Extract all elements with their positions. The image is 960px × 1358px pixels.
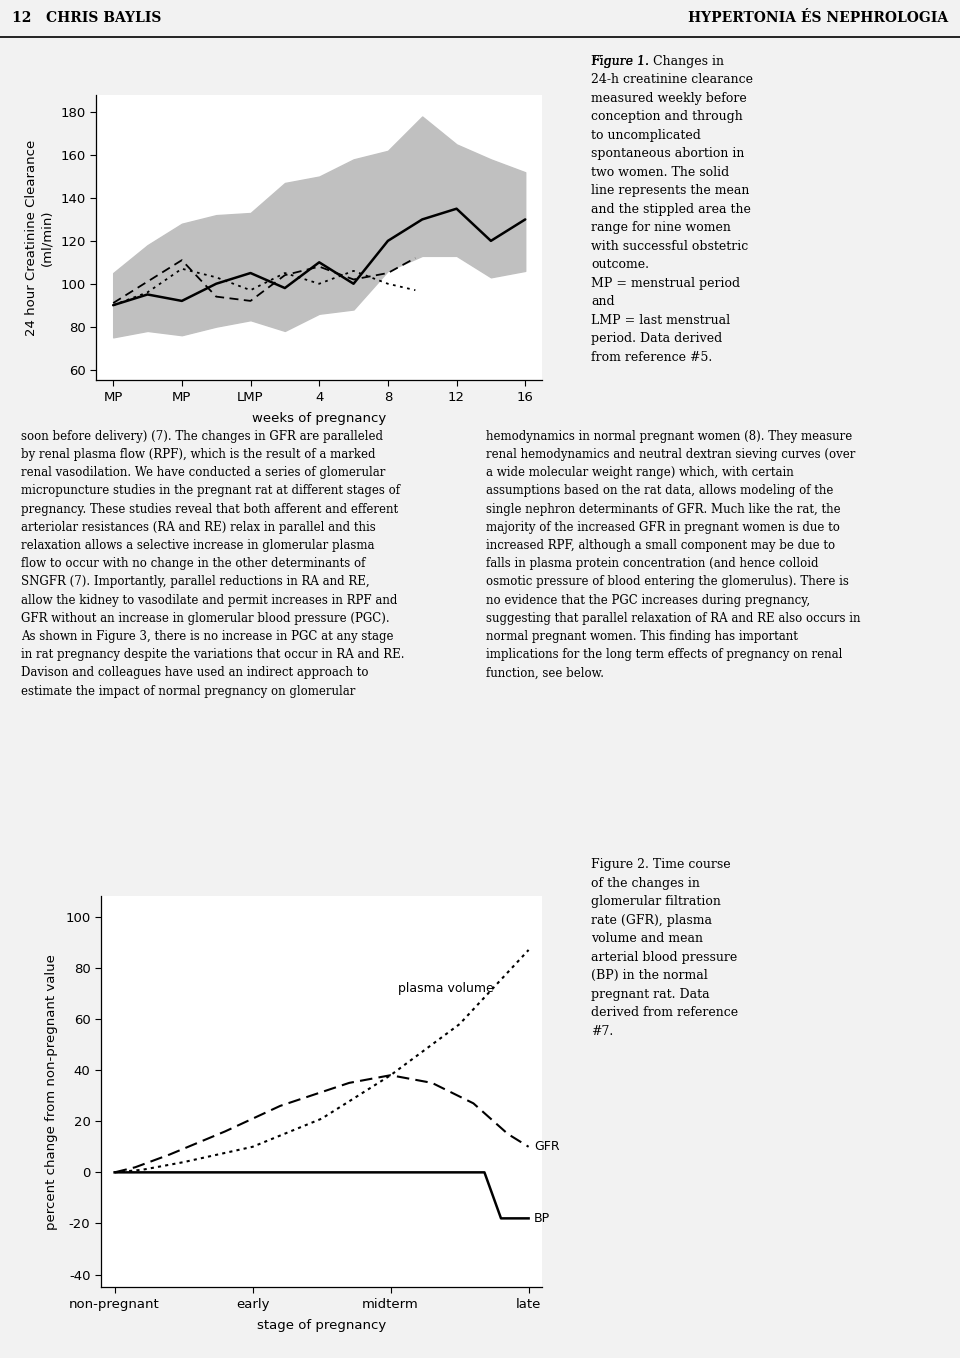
Text: Figure 2. Time course
of the changes in
glomerular filtration
rate (GFR), plasma: Figure 2. Time course of the changes in … bbox=[591, 858, 738, 1038]
Y-axis label: percent change from non-pregnant value: percent change from non-pregnant value bbox=[45, 953, 59, 1230]
Text: 12   CHRIS BAYLIS: 12 CHRIS BAYLIS bbox=[12, 11, 161, 26]
Text: soon before delivery) (7). The changes in GFR are paralleled
by renal plasma flo: soon before delivery) (7). The changes i… bbox=[21, 429, 404, 698]
Y-axis label: 24 hour Creatinine Clearance
(ml/min): 24 hour Creatinine Clearance (ml/min) bbox=[25, 140, 53, 335]
Text: plasma volume: plasma volume bbox=[397, 982, 493, 995]
Text: HYPERTONIA ÉS NEPHROLOGIA: HYPERTONIA ÉS NEPHROLOGIA bbox=[688, 11, 948, 26]
Text: BP: BP bbox=[534, 1211, 550, 1225]
X-axis label: weeks of pregnancy: weeks of pregnancy bbox=[252, 411, 386, 425]
Text: Figure 1.: Figure 1. bbox=[591, 54, 649, 68]
Text: Figure 1. Changes in
24-h creatinine clearance
measured weekly before
conception: Figure 1. Changes in 24-h creatinine cle… bbox=[591, 54, 753, 364]
X-axis label: stage of pregnancy: stage of pregnancy bbox=[257, 1319, 386, 1332]
Text: GFR: GFR bbox=[534, 1141, 560, 1153]
Text: hemodynamics in normal pregnant women (8). They measure
renal hemodynamics and n: hemodynamics in normal pregnant women (8… bbox=[486, 429, 860, 679]
